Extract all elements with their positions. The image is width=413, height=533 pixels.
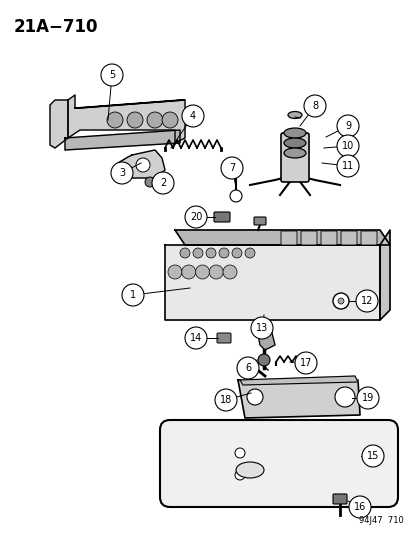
Circle shape — [182, 105, 204, 127]
FancyBboxPatch shape — [216, 333, 230, 343]
FancyBboxPatch shape — [159, 420, 397, 507]
Circle shape — [230, 190, 242, 202]
Polygon shape — [50, 100, 68, 148]
Circle shape — [355, 290, 377, 312]
Ellipse shape — [235, 462, 263, 478]
FancyBboxPatch shape — [254, 217, 266, 225]
Text: 7: 7 — [228, 163, 235, 173]
Text: 16: 16 — [353, 502, 365, 512]
Circle shape — [136, 158, 150, 172]
Circle shape — [221, 157, 242, 179]
Polygon shape — [254, 320, 274, 350]
FancyBboxPatch shape — [214, 212, 230, 222]
FancyBboxPatch shape — [320, 231, 336, 245]
Circle shape — [214, 389, 236, 411]
Circle shape — [180, 248, 190, 258]
Circle shape — [185, 327, 206, 349]
FancyBboxPatch shape — [280, 231, 296, 245]
Circle shape — [122, 284, 144, 306]
Circle shape — [294, 352, 316, 374]
Text: 12: 12 — [360, 296, 372, 306]
Polygon shape — [65, 130, 180, 150]
Ellipse shape — [287, 111, 301, 118]
Circle shape — [161, 112, 178, 128]
FancyBboxPatch shape — [360, 231, 376, 245]
FancyBboxPatch shape — [340, 231, 356, 245]
Circle shape — [235, 470, 244, 480]
Circle shape — [336, 135, 358, 157]
Circle shape — [168, 265, 182, 279]
Circle shape — [218, 248, 228, 258]
Text: 2: 2 — [159, 178, 166, 188]
Text: 17: 17 — [299, 358, 311, 368]
Circle shape — [209, 265, 223, 279]
Text: 94J47  710: 94J47 710 — [358, 516, 403, 525]
Circle shape — [303, 95, 325, 117]
Circle shape — [257, 354, 269, 366]
Polygon shape — [379, 230, 389, 320]
Circle shape — [336, 155, 358, 177]
Circle shape — [231, 248, 242, 258]
Text: 3: 3 — [119, 168, 125, 178]
FancyBboxPatch shape — [332, 494, 346, 504]
Ellipse shape — [283, 138, 305, 148]
Circle shape — [223, 265, 236, 279]
Circle shape — [247, 389, 262, 405]
Text: 18: 18 — [219, 395, 232, 405]
Circle shape — [361, 445, 383, 467]
Text: 10: 10 — [341, 141, 353, 151]
Polygon shape — [175, 230, 389, 245]
Circle shape — [337, 298, 343, 304]
Text: 13: 13 — [255, 323, 268, 333]
Circle shape — [147, 112, 163, 128]
Circle shape — [192, 248, 202, 258]
Ellipse shape — [283, 128, 305, 138]
Circle shape — [101, 64, 123, 86]
Polygon shape — [240, 376, 357, 385]
Text: 4: 4 — [190, 111, 196, 121]
Text: 21A−710: 21A−710 — [14, 18, 98, 36]
Circle shape — [107, 112, 123, 128]
Circle shape — [336, 115, 358, 137]
Circle shape — [356, 387, 378, 409]
Circle shape — [185, 206, 206, 228]
Circle shape — [235, 448, 244, 458]
Text: 19: 19 — [361, 393, 373, 403]
FancyBboxPatch shape — [280, 133, 308, 182]
Circle shape — [127, 112, 142, 128]
Ellipse shape — [283, 148, 305, 158]
Polygon shape — [118, 150, 165, 178]
Text: 14: 14 — [190, 333, 202, 343]
Circle shape — [236, 357, 259, 379]
Text: 8: 8 — [311, 101, 317, 111]
Circle shape — [206, 248, 216, 258]
Circle shape — [334, 387, 354, 407]
Text: 5: 5 — [109, 70, 115, 80]
Circle shape — [332, 293, 348, 309]
Polygon shape — [68, 95, 185, 143]
Circle shape — [195, 265, 209, 279]
Text: 6: 6 — [244, 363, 250, 373]
Polygon shape — [165, 245, 379, 320]
Polygon shape — [237, 380, 359, 418]
Circle shape — [111, 162, 133, 184]
Text: 9: 9 — [344, 121, 350, 131]
Text: 20: 20 — [189, 212, 202, 222]
FancyBboxPatch shape — [300, 231, 316, 245]
Text: 11: 11 — [341, 161, 353, 171]
Text: 15: 15 — [366, 451, 378, 461]
Polygon shape — [75, 100, 185, 108]
Circle shape — [348, 496, 370, 518]
Circle shape — [244, 248, 254, 258]
Circle shape — [152, 172, 173, 194]
Circle shape — [250, 317, 272, 339]
Circle shape — [181, 265, 195, 279]
Text: 1: 1 — [130, 290, 136, 300]
Circle shape — [145, 177, 154, 187]
